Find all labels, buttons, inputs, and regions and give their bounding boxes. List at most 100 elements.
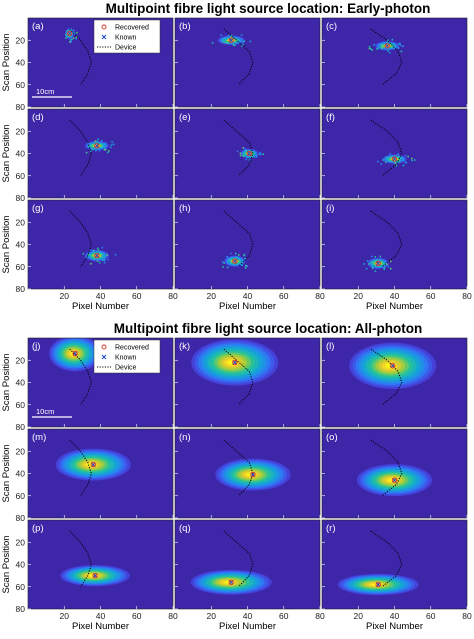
intensity-speckle (384, 261, 387, 264)
x-tick-label: 40 (243, 611, 253, 621)
device-curve (69, 119, 92, 177)
intensity-speckle (386, 41, 389, 43)
intensity-speckle (393, 161, 395, 163)
panel-label: (k) (179, 341, 190, 352)
x-axis-label: Pixel Number (219, 621, 276, 632)
intensity-speckle (391, 43, 393, 45)
intensity-speckle (248, 159, 251, 161)
intensity-speckle (374, 270, 377, 272)
intensity-speckle (405, 161, 408, 164)
x-tick-label: 80 (168, 611, 178, 621)
x-tick-label: 40 (390, 611, 400, 621)
intensity-speckle (389, 260, 392, 263)
recovered-marker (67, 30, 73, 37)
device-curve (69, 348, 92, 406)
panel-n: (n) (174, 428, 321, 519)
intensity-speckle (230, 34, 233, 37)
panel-label: (o) (326, 432, 338, 443)
intensity-speckle (244, 267, 247, 269)
panel-label: (g) (32, 203, 44, 214)
intensity-speckle (251, 155, 254, 158)
intensity-speckle (243, 254, 245, 257)
intensity-speckle (114, 253, 117, 256)
x-tick-label: 60 (132, 291, 142, 301)
intensity-speckle (388, 51, 391, 54)
x-axis-label: Pixel Number (219, 301, 276, 312)
y-tick-label: 80 (16, 284, 26, 294)
panel-background (28, 520, 173, 609)
panel-label: (h) (179, 203, 191, 214)
intensity-speckle (223, 40, 226, 43)
intensity-speckle (233, 44, 236, 47)
device-curve (370, 210, 403, 268)
intensity-speckle (82, 252, 85, 255)
intensity-speckle (237, 41, 240, 44)
intensity-speckle (368, 45, 371, 48)
panel-e: (e) (174, 108, 321, 199)
panel-b: (b) (174, 17, 321, 108)
recovered-marker (391, 477, 398, 483)
intensity-speckle (395, 162, 398, 165)
intensity-speckle (90, 262, 92, 265)
intensity-speckle (102, 254, 105, 257)
intensity-speckle (232, 44, 235, 46)
device-curve (370, 348, 403, 406)
intensity-speckle (223, 262, 226, 264)
intensity-speckle (91, 249, 94, 252)
intensity-speckle (246, 265, 248, 267)
intensity-speckle (249, 40, 252, 43)
intensity-speckle (70, 28, 72, 31)
scale-bar-label: 10cm (36, 87, 54, 96)
intensity-speckle (245, 149, 248, 152)
y-tick-label: 80 (16, 604, 26, 614)
recovered-marker (72, 350, 78, 357)
y-tick-label: 60 (16, 80, 26, 90)
intensity-speckle (402, 45, 404, 48)
legend: Recovered Known Device (93, 339, 161, 374)
x-tick-label: 60 (426, 291, 436, 301)
intensity-speckle (226, 266, 229, 269)
x-tick-label: 20 (207, 611, 217, 621)
intensity-speckle (245, 265, 247, 267)
recovered-marker (94, 252, 100, 259)
panel-label: (r) (326, 523, 336, 534)
intensity-speckle (65, 35, 68, 37)
y-tick-label: 80 (16, 422, 26, 432)
device-curve (223, 210, 254, 268)
intensity-speckle (99, 250, 102, 253)
panel-background (28, 200, 173, 289)
intensity-speckle (392, 155, 395, 157)
intensity-speckle (243, 40, 245, 43)
intensity-speckle (104, 143, 107, 145)
intensity-speckle (68, 41, 71, 43)
intensity-speckle (243, 154, 246, 156)
x-tick-label: 20 (354, 611, 364, 621)
panel-p: (p) 20 40 60 80 Scan Position 20 40 60 80 Pixel Nu… (1, 519, 178, 632)
intensity-speckle (70, 40, 72, 43)
panel-i: (i) 20 40 60 80 Pixel Number (321, 199, 472, 312)
intensity-speckle (94, 140, 97, 143)
legend-label: Known (115, 35, 137, 42)
y-tick-label: 80 (16, 193, 26, 203)
x-axis-label: Pixel Number (366, 621, 423, 632)
intensity-speckle (243, 150, 246, 153)
panel-label: (n) (179, 432, 191, 443)
intensity-speckle (377, 45, 379, 47)
x-tick-label: 40 (96, 291, 106, 301)
intensity-speckle (399, 44, 402, 47)
y-axis-label: Scan Position (1, 444, 12, 502)
intensity-speckle (407, 155, 409, 158)
device-curve (69, 28, 92, 86)
intensity-speckle (400, 159, 403, 161)
panel-c: (c) (321, 17, 468, 108)
intensity-speckle (371, 49, 374, 51)
panel-background (322, 18, 467, 107)
intensity-speckle (107, 150, 110, 152)
intensity-speckle (101, 259, 104, 262)
panel-d: (d) 20 40 60 80 Scan Position (1, 108, 174, 203)
device-curve (223, 530, 254, 588)
x-tick-label: 80 (462, 291, 472, 301)
x-tick-label: 40 (243, 291, 253, 301)
intensity-speckle (211, 42, 214, 44)
intensity-speckle (242, 147, 245, 149)
